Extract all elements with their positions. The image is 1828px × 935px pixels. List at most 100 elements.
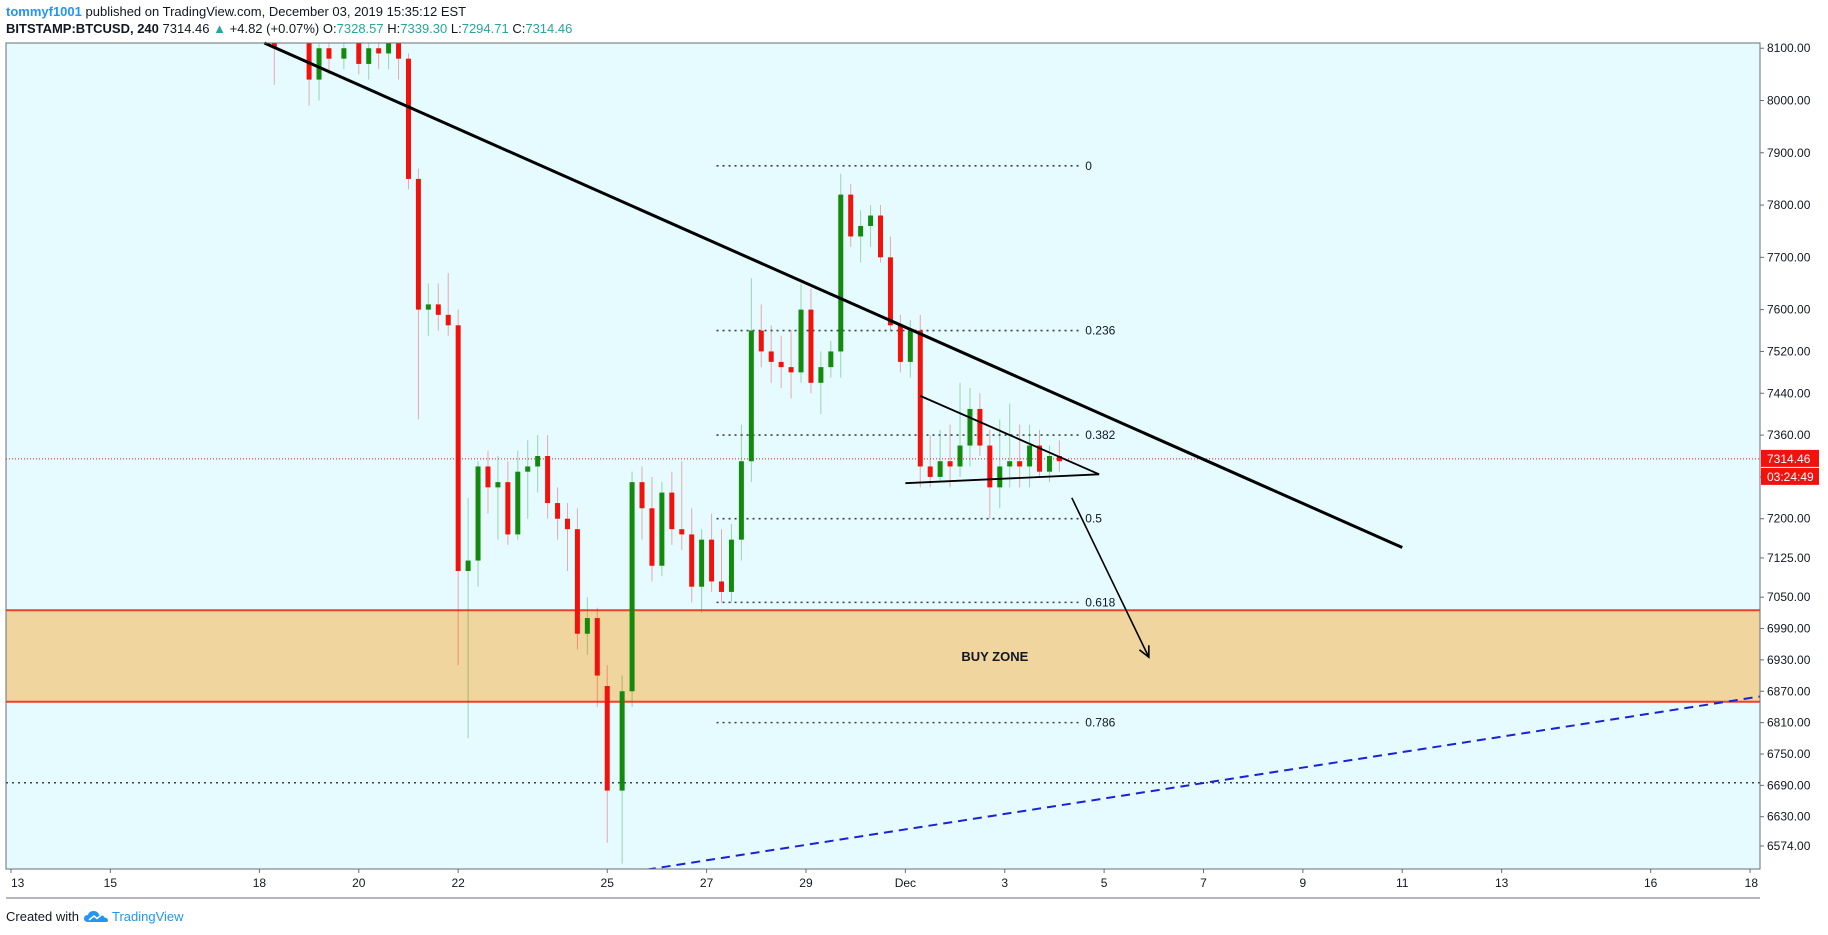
buy-zone-layer: BUY ZONE — [6, 609, 1760, 703]
published-text: published on TradingView.com, December 0… — [85, 4, 467, 19]
candle-body — [545, 456, 551, 504]
time-tick-label: 5 — [1101, 876, 1108, 890]
candle-body — [957, 445, 963, 467]
time-tick-label: Dec — [895, 876, 916, 890]
tradingview-cloud-icon — [83, 911, 108, 922]
symbol-info-line: BITSTAMP:BTCUSD, 240 7314.46 ▲ +4.82 (+0… — [6, 21, 572, 37]
candle-body — [515, 471, 521, 535]
fib-level-label: 0.236 — [1085, 324, 1115, 338]
candle-body — [505, 482, 511, 535]
price-tick-label: 8100.00 — [1767, 41, 1811, 55]
price-tick-label: 6690.00 — [1767, 778, 1811, 792]
price-tick-label: 6990.00 — [1767, 622, 1811, 636]
close-value: 7314.46 — [525, 21, 573, 36]
candle-body — [858, 225, 864, 237]
high-label: H: — [387, 21, 401, 36]
support-trend-line — [617, 695, 1761, 876]
time-tick-label: 18 — [1745, 876, 1759, 890]
price-tags: 7314.46 03:24:49 — [1761, 449, 1819, 485]
publisher-line: tommyf1001 published on TradingView.com,… — [6, 4, 466, 20]
candle-body — [907, 330, 913, 362]
candle-body — [425, 304, 431, 310]
candle-body — [788, 367, 794, 373]
low-label: L: — [450, 21, 462, 36]
candle-body — [1056, 456, 1062, 462]
time-tick-label: 27 — [700, 876, 714, 890]
candle-body — [878, 215, 884, 258]
symbol-name: BITSTAMP:BTCUSD, 240 — [6, 21, 159, 36]
candle-body — [1027, 445, 1033, 467]
candle-body — [316, 48, 322, 80]
time-axis-background — [6, 869, 1760, 898]
projection-arrow-head-icon — [1138, 645, 1150, 659]
candle-body — [341, 48, 347, 59]
trend-lines-layer — [263, 41, 1761, 876]
candle-body — [396, 43, 402, 59]
candle-body — [356, 43, 362, 64]
candle-body — [838, 194, 844, 352]
countdown-tag-label: 03:24:49 — [1767, 470, 1814, 484]
last-price-tag-label: 7314.46 — [1767, 452, 1811, 466]
time-tick-label: 13 — [1495, 876, 1509, 890]
buy-zone-label: BUY ZONE — [961, 649, 1028, 664]
triangle-upper-line — [919, 395, 1100, 476]
price-tick-label: 6810.00 — [1767, 716, 1811, 730]
candle-body — [897, 325, 903, 362]
price-axis[interactable]: 8100.00 8000.00 7900.00 7800.00 7700.00 7600.… — [1760, 41, 1811, 853]
candle-body — [495, 482, 501, 488]
candle-body — [947, 461, 953, 467]
price-tick-label: 7125.00 — [1767, 551, 1811, 565]
time-tick-label: 18 — [253, 876, 267, 890]
open-value: 7328.57 — [336, 21, 384, 36]
candle-body — [927, 466, 933, 477]
last-price-tag — [1761, 449, 1819, 467]
candle-body — [808, 309, 814, 383]
price-tick-label: 6630.00 — [1767, 810, 1811, 824]
candle-body — [525, 466, 531, 472]
candle-body — [629, 482, 635, 692]
time-tick-label: 3 — [1001, 876, 1008, 890]
time-tick-label: 15 — [104, 876, 118, 890]
footer: Created with TradingView — [6, 909, 184, 925]
tradingview-link[interactable]: TradingView — [111, 909, 184, 924]
price-tick-label: 8000.00 — [1767, 94, 1811, 108]
price-tick-label: 7800.00 — [1767, 198, 1811, 212]
candle-body — [405, 58, 411, 179]
price-tick-label: 7200.00 — [1767, 512, 1811, 526]
candle-body — [679, 529, 685, 535]
candle-body — [818, 367, 824, 383]
candle-body — [778, 361, 784, 368]
time-tick-label: 22 — [451, 876, 465, 890]
fib-level-label: 0.382 — [1085, 428, 1115, 442]
candle-body — [455, 325, 461, 572]
candle-body — [937, 461, 943, 477]
candle-body — [639, 482, 645, 509]
price-change: +4.82 (+0.07%) — [229, 21, 320, 36]
price-tick-label: 7440.00 — [1767, 386, 1811, 400]
fib-level-label: 0.786 — [1085, 716, 1115, 730]
time-tick-label: 25 — [601, 876, 615, 890]
fib-level-label: 0.5 — [1085, 512, 1102, 526]
price-tick-label: 7520.00 — [1767, 344, 1811, 358]
author-link[interactable]: tommyf1001 — [6, 4, 82, 19]
fib-level-label: 0.618 — [1085, 595, 1115, 609]
candle-body — [386, 43, 392, 54]
candle-body — [485, 466, 491, 488]
close-label: C: — [512, 21, 526, 36]
candle-body — [584, 618, 590, 634]
candle-body — [977, 408, 983, 446]
candle-body — [649, 508, 655, 566]
candle-body — [997, 466, 1003, 488]
candle-body — [848, 194, 854, 237]
candle-body — [1046, 456, 1052, 472]
time-axis[interactable]: 13 15 18 20 22 25 27 29 Dec 3 5 7 9 11 13 16 18 — [10, 869, 1759, 890]
candle-body — [1007, 461, 1013, 467]
high-value: 7339.30 — [400, 21, 448, 36]
candle-body — [1017, 461, 1023, 467]
candle-body — [967, 408, 973, 446]
candle-body — [376, 48, 382, 54]
candle-body — [366, 48, 372, 64]
candle-body — [475, 466, 481, 561]
candle-body — [271, 43, 277, 49]
